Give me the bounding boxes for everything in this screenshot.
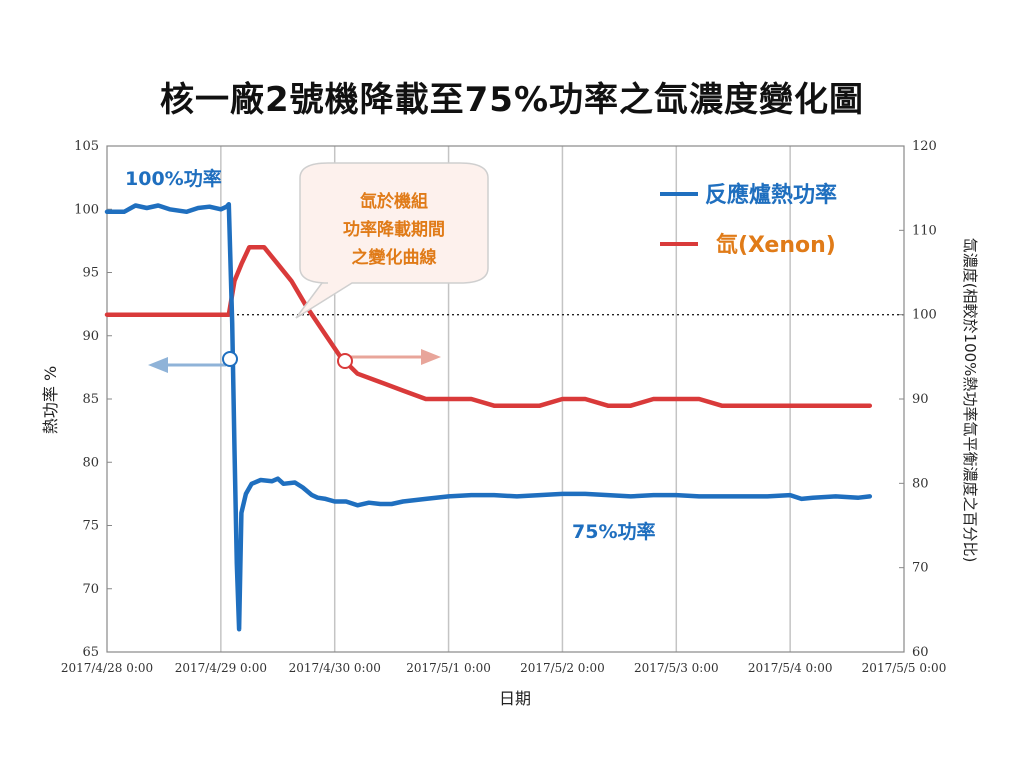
y-tick-label-left: 90	[82, 329, 99, 344]
x-tick-label: 2017/5/3 0:00	[634, 661, 719, 675]
callout-line-1: 氙於機組	[360, 191, 428, 212]
y-tick-label-left: 85	[82, 392, 99, 407]
y-tick-label-right: 60	[912, 645, 929, 660]
right-axis-arrowhead	[421, 349, 441, 365]
xenon-series-marker	[337, 353, 353, 369]
left-axis-arrowhead	[148, 357, 168, 373]
y-tick-label-left: 100	[74, 202, 99, 217]
y-axis-label-left: 熱功率 %	[41, 366, 60, 434]
x-axis-label: 日期	[499, 689, 531, 708]
y-tick-label-right: 120	[912, 139, 937, 154]
y-tick-label-left: 65	[82, 645, 99, 660]
plot-frame	[106, 145, 905, 653]
series-line-xenon	[104, 244, 873, 408]
x-tick-label: 2017/4/29 0:00	[175, 661, 267, 675]
y-tick-label-left: 75	[82, 519, 99, 534]
x-tick-label: 2017/5/5 0:00	[862, 661, 947, 675]
series-line-power	[104, 201, 873, 632]
y-tick-label-right: 90	[912, 392, 929, 407]
x-tick-label: 2017/5/2 0:00	[520, 661, 605, 675]
chart-title: 核一廠2號機降載至75%功率之氙濃度變化圖	[159, 80, 865, 120]
x-tick-label: 2017/5/4 0:00	[748, 661, 833, 675]
y-tick-label-left: 95	[82, 266, 99, 281]
callout-line-3: 之變化曲線	[352, 247, 437, 268]
x-tick-label: 2017/5/1 0:00	[406, 661, 491, 675]
tick-layer: 2017/4/28 0:00 2017/4/29 0:00 2017/4/30 0:…	[61, 139, 946, 675]
legend-label-power: 反應爐熱功率	[705, 182, 837, 208]
callout-line-2: 功率降載期間	[343, 219, 445, 240]
y-tick-label-left: 80	[82, 455, 99, 470]
arrow-layer	[148, 349, 441, 373]
x-tick-label: 2017/4/28 0:00	[61, 661, 153, 675]
series-layer	[104, 201, 873, 632]
legend-label-xenon: 氙(Xenon)	[716, 232, 836, 258]
marker-layer	[222, 351, 353, 369]
callout-layer: 氙於機組 功率降載期間 之變化曲線	[295, 162, 489, 319]
x-tick-label: 2017/4/30 0:00	[289, 661, 381, 675]
callout-bubble	[295, 162, 489, 319]
y-tick-label-left: 105	[74, 139, 99, 154]
annotation-75-power: 75%功率	[572, 520, 655, 543]
y-tick-label-right: 70	[912, 561, 929, 576]
power-series-marker	[222, 351, 238, 367]
annotation-100-power: 100%功率	[125, 167, 222, 190]
y-tick-label-right: 110	[912, 223, 937, 238]
y-tick-label-right: 100	[912, 308, 937, 323]
y-tick-label-right: 80	[912, 476, 929, 491]
y-tick-label-left: 70	[82, 582, 99, 597]
y-axis-label-right: 氙濃度(相較於100%熱功率氙平衡濃度之百分比)	[961, 238, 979, 563]
legend: 反應爐熱功率 氙(Xenon)	[660, 182, 837, 258]
